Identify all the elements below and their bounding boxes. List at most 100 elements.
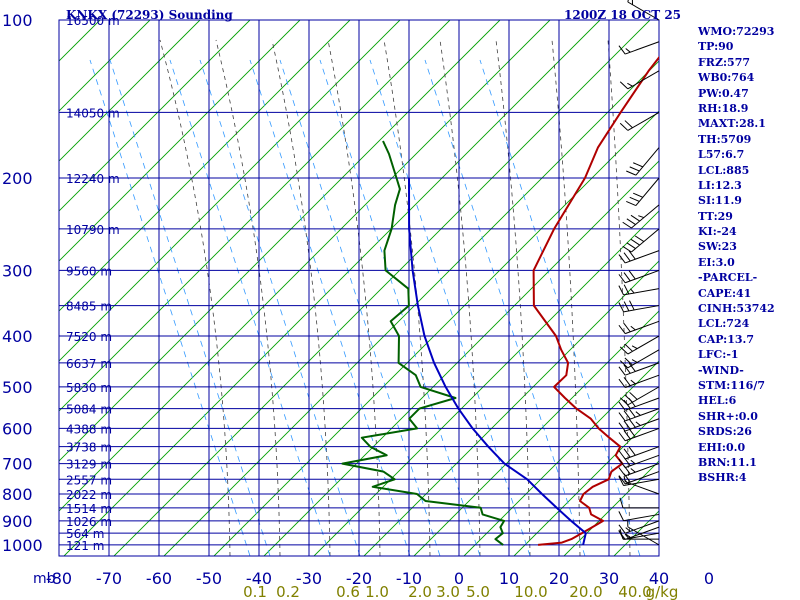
height-label: 2022 m [66,488,112,502]
wind-barb-flag [618,324,626,334]
wind-barb-staff [625,408,660,422]
wind-barb-flag [625,533,631,538]
wind-barb-staff [631,204,660,229]
stats-item: TT:29 [698,209,733,223]
wind-barb-flag [618,401,626,411]
wind-barb [619,497,659,509]
mixing-ratio-label: g/kg [646,583,679,600]
stats-item: CAPE:41 [698,286,752,300]
wind-barb-flag [623,420,631,430]
temperature-tick-label: -60 [146,569,172,588]
wind-barb-flag [618,45,626,55]
dewpoint-trace [341,140,506,546]
moist-adiabat-line [664,40,680,556]
dry-adiabat-line [59,20,351,312]
dry-adiabat-line [213,110,659,556]
temperature-tick-label: -70 [96,569,122,588]
wind-barb-staff [623,478,660,487]
wind-barb-flag [633,192,643,198]
wind-barb-flag [626,242,636,249]
wind-barb [619,386,660,406]
stats-item: LCL:724 [698,317,750,331]
mixing-ratio-lines [89,59,641,556]
dry-adiabat-line [59,20,401,362]
dry-adiabat-line [59,20,451,412]
wind-barb-flag [628,250,636,260]
stats-item: LFC:-1 [698,348,739,362]
stats-item: EHI:0.0 [698,440,746,454]
wind-barb-flag [628,428,636,438]
wind-barb-flag [618,254,626,264]
dry-adiabat-line [59,20,251,212]
stats-item: L57:6.7 [698,148,745,162]
dry-adiabat-line [313,210,659,556]
stats-item: RH:18.9 [698,101,749,115]
wind-barb-flag [618,274,626,284]
stats-item: EI:3.0 [698,255,735,269]
height-label: 5084 m [66,403,112,417]
chart-grid [58,19,660,557]
height-label: 564 m [66,527,104,541]
stats-item: -WIND- [698,363,744,377]
wind-barb-flag [628,270,636,280]
mixing-ratio-label: 0.1 [243,583,267,600]
temperature-tick-label: -30 [296,569,322,588]
height-label: 1514 m [66,502,112,516]
height-label: 10790 m [66,223,120,237]
stats-item: FRZ:577 [698,55,751,69]
wind-barb-flag [638,215,644,219]
dry-adiabat-line [113,20,651,556]
wind-barb [618,250,660,264]
wind-barb-flag [630,468,636,473]
wind-barb-flag [623,364,631,374]
wind-barb-flag [633,162,643,168]
mixing-ratio-line [249,59,411,556]
wind-barb-flag [627,0,629,3]
wind-barb-flag [623,272,631,282]
pressure-tick-label: 200 [2,169,33,188]
pressure-tick-label: 500 [2,378,33,397]
wind-barb-flag [624,479,630,485]
wind-barb [618,374,660,388]
moist-adiabat-line [495,39,531,556]
dry-adiabat-line [59,20,201,162]
mixing-ratio-label: 0.6 [336,583,360,600]
wind-barb-flag [618,378,626,388]
stats-item: WMO:72293 [698,25,775,38]
wind-barb-flag [618,476,624,486]
wind-barb-flag [624,533,630,539]
height-label: 6637 m [66,357,112,371]
wind-barb-staff [625,520,660,534]
wind-barb-staff [623,305,660,313]
mixing-ratio-line [319,59,481,556]
stats-item: SRDS:26 [698,425,752,439]
wind-barb [619,335,660,355]
wind-barb-staff [627,1,660,21]
mixing-ratio-line [199,59,361,556]
pressure-tick-label: 300 [2,261,33,280]
height-label: 16500 m [66,14,120,28]
temperature-tick-label: -10 [396,569,422,588]
wind-barb-staff [625,374,660,388]
wind-barb-staff [625,250,660,264]
mixing-ratio-label: 3.0 [436,583,460,600]
wind-barb-staff [625,41,660,55]
wind-barb-staff [623,513,660,522]
mixing-ratio-line [479,59,641,556]
height-label: 9560 m [66,264,112,278]
wind-barb [627,0,660,21]
stats-item: PW:0.47 [698,86,749,100]
wind-barb-flag [623,252,631,262]
wind-barbs [618,0,660,546]
wind-barb-staff [625,471,660,485]
wind-barb [618,418,660,432]
moist-adiabat-line [159,39,231,556]
mixing-ratio-line [109,59,271,556]
stats-panel: WMO:72293 TP:90 FRZ:577 WB0:764 PW:0.47 RH:18… [698,24,775,486]
mixing-ratio-label: 1.0 [365,583,389,600]
temperature-tick-label: -50 [196,569,222,588]
dry-adiabat-line [413,310,659,556]
chart-title: KNKX (72293) Sounding [66,8,233,22]
wind-barb [619,349,660,369]
height-label: 12240 m [66,172,120,186]
